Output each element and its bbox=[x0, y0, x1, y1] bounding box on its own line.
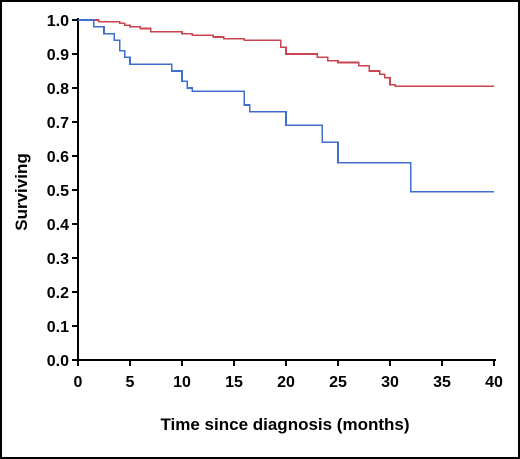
axes: 0.0 0.1 0.2 0.3 0.4 0.5 0.6 0.7 0.8 0.9 1.0 0 5 10 15 2… bbox=[47, 13, 503, 391]
y-tick-label: 1.0 bbox=[47, 13, 69, 30]
x-tick-label: 30 bbox=[381, 374, 399, 391]
x-tick-label: 0 bbox=[74, 374, 83, 391]
x-tick-label: 5 bbox=[126, 374, 135, 391]
y-tick-label: 0.9 bbox=[47, 47, 69, 64]
series-line-1 bbox=[78, 19, 494, 88]
x-tick-label: 25 bbox=[329, 374, 347, 391]
x-tick-label: 20 bbox=[277, 374, 295, 391]
y-tick-label: 0.4 bbox=[47, 217, 69, 234]
y-tick-label: 0.2 bbox=[47, 285, 69, 302]
y-tick-label: 0.8 bbox=[47, 81, 69, 98]
x-tick-label: 15 bbox=[225, 374, 243, 391]
y-tick-label: 0.7 bbox=[47, 115, 69, 132]
x-tick-label: 10 bbox=[173, 374, 191, 391]
x-tick-label: 35 bbox=[433, 374, 451, 391]
series-layer bbox=[78, 19, 494, 193]
y-tick-label: 0.1 bbox=[47, 319, 69, 336]
y-tick-label: 0.5 bbox=[47, 183, 69, 200]
series-line-2 bbox=[78, 19, 494, 193]
y-tick-label: 0.6 bbox=[47, 149, 69, 166]
y-tick-label: 0.3 bbox=[47, 251, 69, 268]
y-tick-label: 0.0 bbox=[47, 353, 69, 370]
x-axis-title: Time since diagnosis (months) bbox=[160, 415, 409, 434]
y-axis-title: Surviving bbox=[12, 153, 31, 230]
x-tick-label: 40 bbox=[485, 374, 503, 391]
